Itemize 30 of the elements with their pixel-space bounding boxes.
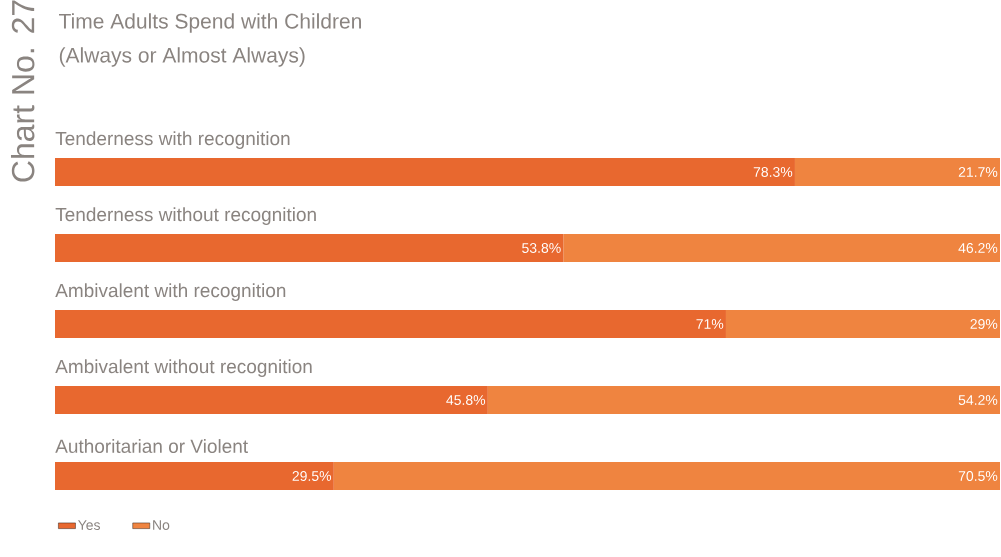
bar [794, 158, 1001, 186]
legend-label: Yes [77, 520, 101, 530]
data-label: 29.5% [292, 471, 332, 481]
bar [55, 234, 564, 262]
bar [563, 234, 1001, 262]
bar [487, 386, 1001, 414]
y-tick-label: Authoritarian or Violent [55, 439, 248, 454]
data-label: 29% [970, 319, 998, 329]
chart-subtitle: (Always or Almost Always) [59, 47, 305, 67]
data-label: 54.2% [958, 395, 998, 405]
chart-title: Time Adults Spend with Children [59, 13, 361, 33]
data-label: 70.5% [958, 471, 998, 481]
data-label: 46.2% [958, 243, 998, 253]
bar [55, 462, 334, 491]
data-label: 21.7% [958, 167, 998, 177]
data-label: 45.8% [446, 395, 486, 405]
legend-label: No [153, 520, 170, 530]
data-label: 71% [696, 319, 724, 329]
data-label: 78.3% [753, 167, 793, 177]
y-tick-label: Ambivalent without recognition [55, 359, 312, 377]
text: Chart No. 27 [10, 0, 35, 182]
bar [725, 310, 1001, 338]
bar [55, 310, 726, 338]
y-tick-label: Ambivalent with recognition [55, 283, 286, 301]
bar [55, 386, 488, 414]
data-label: 53.8% [522, 243, 561, 253]
y-tick-label: Tenderness with recognition [55, 131, 290, 149]
bar [55, 158, 795, 186]
y-tick-label: Tenderness without recognition [55, 207, 316, 225]
bar [333, 462, 1001, 491]
